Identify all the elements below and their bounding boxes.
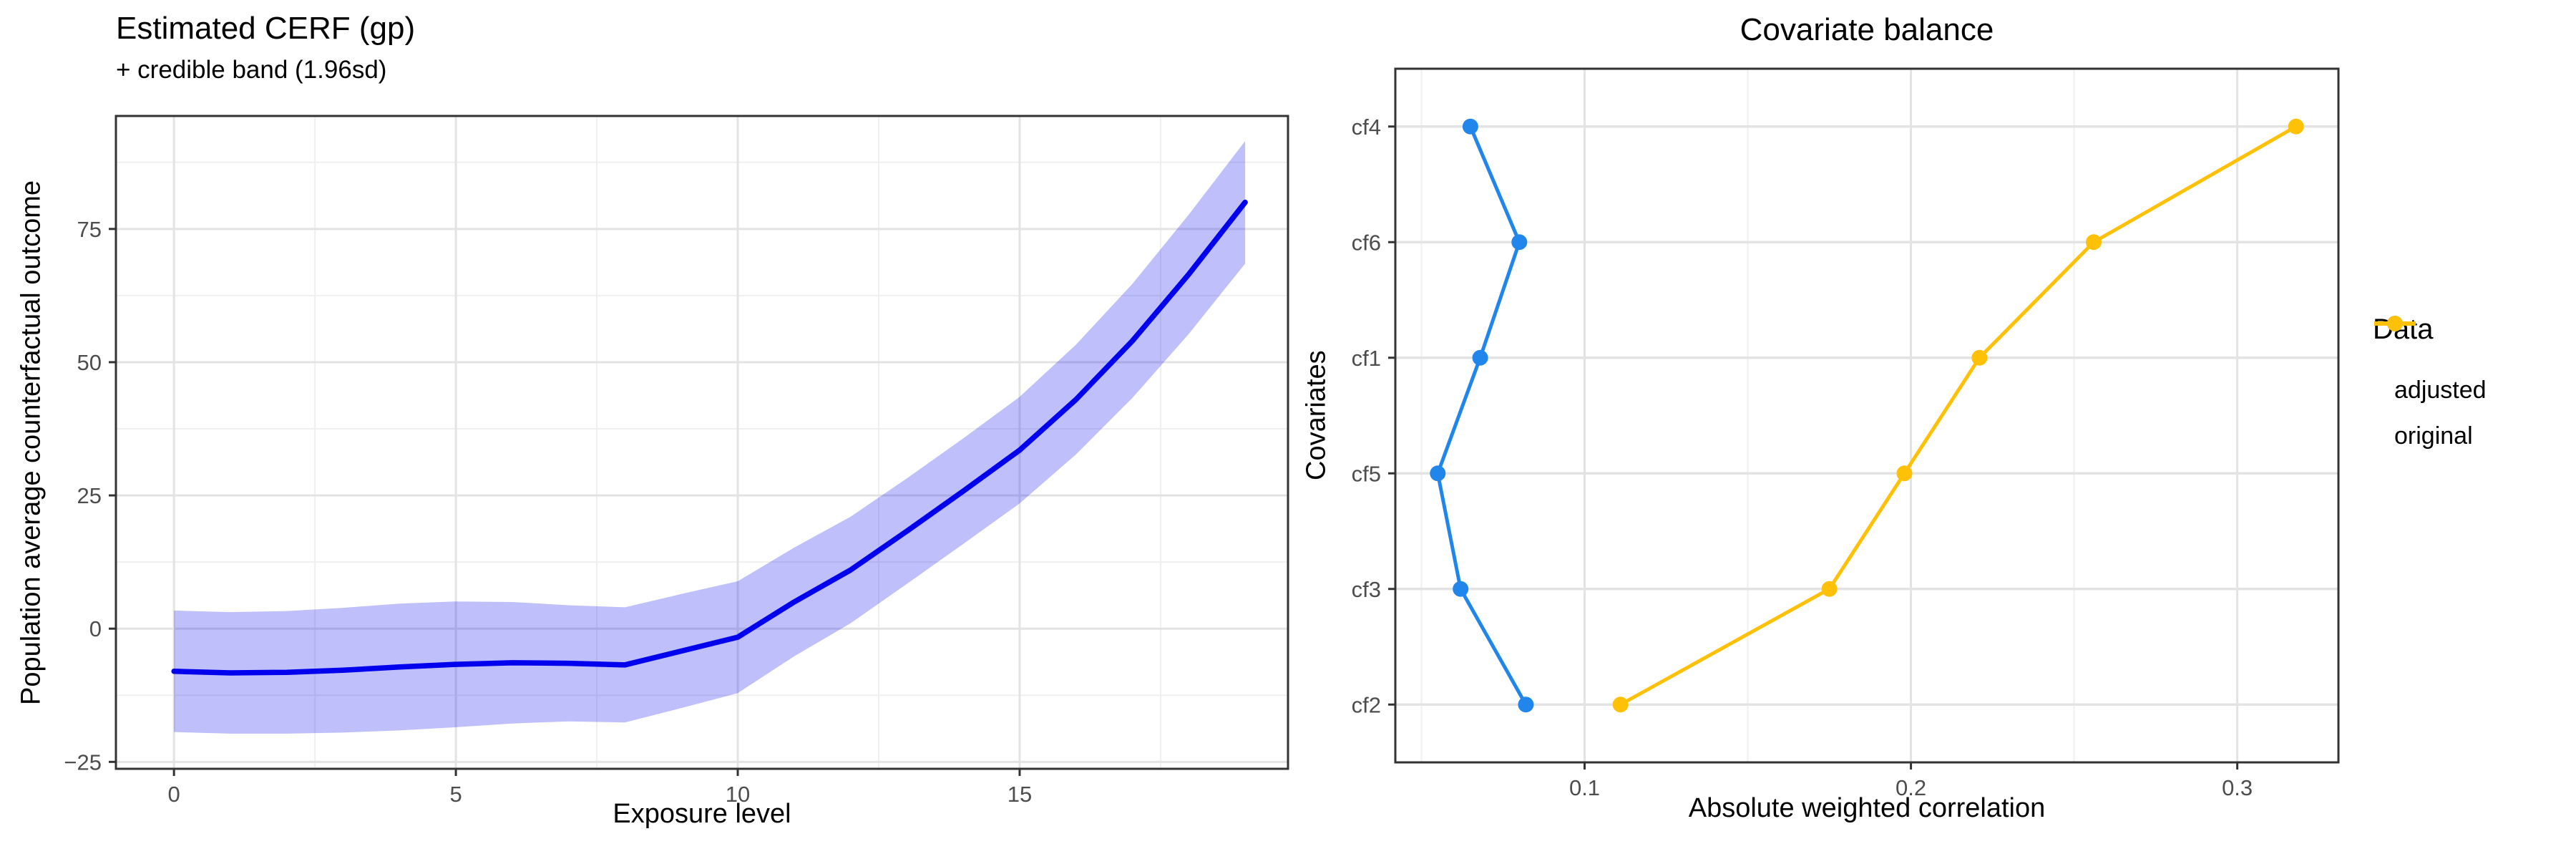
legend-item-label: adjusted [2394,376,2487,404]
x-tick-label: 0 [168,782,180,807]
balance-title: Covariate balance [1740,12,1994,47]
x-tick-label: 0.3 [2222,775,2253,800]
y-tick-label: cf4 [1352,115,1381,140]
legend-item-original[interactable]: original [2373,316,2487,459]
series-adjusted [1430,118,1534,713]
y-tick-label: cf1 [1352,346,1381,371]
point-original-cf3 [1821,581,1838,597]
y-tick-label: cf5 [1352,461,1381,486]
y-tick-label: cf2 [1352,692,1381,717]
cerf-line [171,199,1248,676]
panel-border [1394,67,2340,764]
point-adjusted-cf5 [1430,465,1446,482]
y-tick-labels: cf4 cf6 cf1 cf5 cf3 cf2 [1352,115,1381,718]
point-original-cf1 [1971,349,1988,366]
axis-ticks [109,228,1021,776]
panel-border [114,115,1289,770]
legend-title: Data [2373,314,2434,345]
cerf-plot: Estimated CERF (gp) + credible band (1.9… [16,11,1289,829]
x-tick-label: 15 [1008,782,1032,807]
axis-ticks [1388,125,2239,770]
cerf-title: Estimated CERF (gp) [116,11,416,46]
balance-panel: 0.1 0.2 0.3 cf4 cf6 cf1 cf5 cf3 cf2 [1352,67,2340,800]
x-tick-label: 0.2 [1896,775,1926,800]
legend: Data adjusted original [2373,314,2487,459]
x-tick-label: 10 [726,782,750,807]
legend-item-adjusted[interactable]: adjusted [2373,316,2487,413]
grid-major [116,116,1288,769]
grid-major [1395,69,2338,762]
y-tick-label: 50 [77,350,102,375]
x-tick-labels: 0.1 0.2 0.3 [1569,775,2253,800]
grid-minor [1420,69,2075,762]
cerf-x-axis-title: Exposure level [613,799,791,829]
y-tick-label: cf6 [1352,230,1381,255]
original-key-icon [2374,316,2416,331]
point-adjusted-cf2 [1518,697,1534,713]
y-tick-label: 75 [77,217,102,242]
panel-bg [1395,69,2338,762]
y-tick-label: −25 [64,749,102,775]
point-adjusted-cf4 [1462,118,1478,135]
point-original-cf4 [2288,118,2304,135]
x-tick-label: 5 [449,782,462,807]
y-tick-label: 0 [89,616,102,641]
point-adjusted-cf1 [1472,349,1488,366]
panel-bg [116,116,1288,769]
point-original-cf6 [2085,234,2102,251]
cerf-panel: 0 5 10 15 −25 0 25 50 75 [64,115,1289,807]
point-adjusted-cf3 [1453,581,1469,597]
x-tick-labels: 0 5 10 15 [168,782,1033,807]
point-original-cf2 [1612,697,1629,713]
cerf-subtitle: + credible band (1.96sd) [116,56,387,84]
y-tick-labels: −25 0 25 50 75 [64,217,102,775]
point-adjusted-cf6 [1511,234,1528,251]
balance-plot: Covariate balance Covariates Absolute we… [1288,0,2576,859]
y-tick-label: cf3 [1352,577,1381,602]
series-original [1612,118,2304,713]
y-tick-label: 25 [77,483,102,508]
adjusted-line [1435,125,1528,706]
legend-item-label: original [2394,422,2473,450]
grid-minor [116,116,1288,769]
original-line [1619,125,2297,707]
balance-x-axis-title: Absolute weighted correlation [1688,793,2046,823]
point-original-cf5 [1896,465,1913,482]
x-tick-label: 0.1 [1569,775,1600,800]
